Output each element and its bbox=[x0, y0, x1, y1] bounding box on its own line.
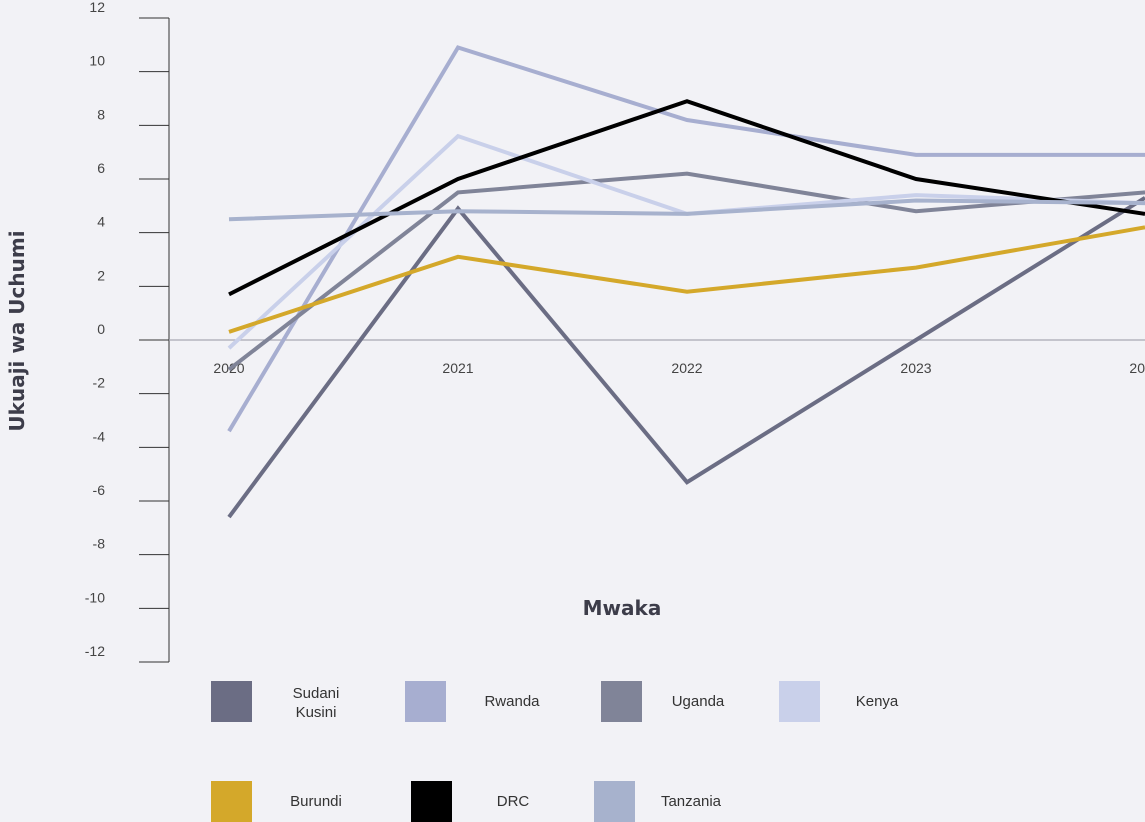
y-tick-label: 12 bbox=[89, 0, 105, 15]
legend-swatch-kenya bbox=[779, 681, 820, 722]
x-tick-label: 2022 bbox=[671, 360, 702, 376]
x-tick-label: 2023 bbox=[900, 360, 931, 376]
series-line-rwanda bbox=[227, 45, 1145, 433]
legend-swatch-uganda bbox=[601, 681, 642, 722]
legend-swatch-tanzania bbox=[594, 781, 635, 822]
legend: Sudani Kusini Rwanda Uganda Kenya Burundi DRC T… bbox=[211, 681, 899, 822]
series-line-sudani-kusini bbox=[227, 196, 1145, 519]
y-tick-label: 6 bbox=[97, 160, 105, 176]
series-line-kenya bbox=[227, 133, 1145, 350]
series-line-burundi bbox=[228, 225, 1145, 334]
y-tick-label: -12 bbox=[85, 643, 105, 659]
x-tick-label: 2024 bbox=[1129, 360, 1145, 376]
y-tick-label: -10 bbox=[85, 589, 105, 605]
legend-label-tanzania: Tanzania bbox=[661, 793, 722, 810]
series-line-tanzania bbox=[228, 198, 1145, 222]
legend-label-drc: DRC bbox=[497, 793, 530, 810]
legend-label-rwanda: Rwanda bbox=[484, 693, 540, 710]
y-tick-label: -6 bbox=[93, 482, 106, 498]
legend-swatch-sudani-kusini bbox=[211, 681, 252, 722]
y-tick-label: 0 bbox=[97, 321, 105, 337]
legend-label-burundi: Burundi bbox=[290, 793, 342, 810]
series-line-uganda bbox=[227, 171, 1145, 372]
x-axis: 20202021202220232024 bbox=[169, 339, 1145, 376]
y-tick-label: 10 bbox=[89, 53, 105, 69]
y-tick-label: 8 bbox=[97, 106, 105, 122]
legend-swatch-burundi bbox=[211, 781, 252, 822]
legend-label-sudani-kusini: Sudani bbox=[293, 685, 340, 702]
series-line-drc bbox=[228, 99, 1145, 297]
legend-swatch-drc bbox=[411, 781, 452, 822]
y-tick-label: 4 bbox=[97, 214, 105, 230]
legend-label-sudani-kusini: Kusini bbox=[296, 704, 337, 721]
y-tick-label: -4 bbox=[93, 428, 106, 444]
y-tick-label: -2 bbox=[93, 375, 106, 391]
legend-label-kenya: Kenya bbox=[856, 693, 899, 710]
legend-swatch-rwanda bbox=[405, 681, 446, 722]
x-tick-label: 2021 bbox=[442, 360, 473, 376]
legend-label-uganda: Uganda bbox=[672, 693, 725, 710]
y-tick-label: -8 bbox=[93, 536, 106, 552]
x-axis-title: Mwaka bbox=[583, 596, 662, 620]
y-tick-label: 2 bbox=[97, 267, 105, 283]
y-axis-title: Ukuaji wa Uchumi bbox=[5, 230, 29, 431]
y-axis: 12 10 8 6 4 2 0 -2 -4 -6 -8 -10 -12 bbox=[85, 0, 170, 663]
series-layer bbox=[227, 45, 1145, 519]
